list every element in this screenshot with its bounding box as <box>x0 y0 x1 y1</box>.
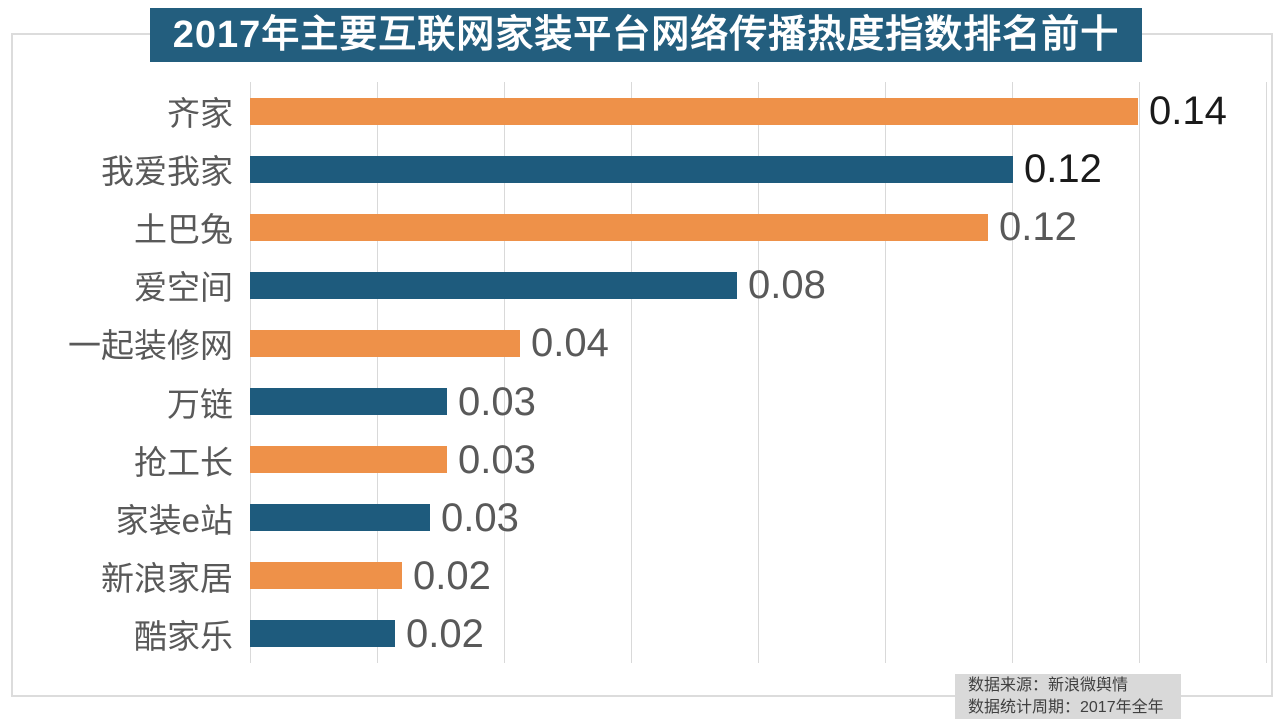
gridline <box>377 82 378 663</box>
bar <box>250 155 1013 183</box>
category-label: 抢工长 <box>134 443 233 481</box>
bar-row: 0.12 <box>250 198 1266 256</box>
bar-value-label: 0.03 <box>458 379 536 424</box>
bar <box>250 620 395 648</box>
chart-title: 2017年主要互联网家装平台网络传播热度指数排名前十 <box>150 8 1142 62</box>
category-label: 一起装修网 <box>68 327 233 365</box>
bar-row: 0.03 <box>250 373 1266 431</box>
chart-border <box>11 33 1273 697</box>
gridline <box>631 82 632 663</box>
gridline <box>504 82 505 663</box>
bar-row: 0.04 <box>250 314 1266 372</box>
gridline <box>250 82 251 663</box>
category-label: 万链 <box>167 385 233 423</box>
gridline <box>758 82 759 663</box>
category-label: 爱空间 <box>134 269 233 307</box>
bar-row: 0.02 <box>250 605 1266 663</box>
category-label: 齐家 <box>167 95 233 133</box>
bar <box>250 329 520 357</box>
bar <box>250 271 737 299</box>
bar-value-label: 0.02 <box>413 553 491 598</box>
data-period-line: 数据统计周期：2017年全年 <box>968 699 1164 716</box>
bar <box>250 562 402 590</box>
data-source-line: 数据来源：新浪微舆情 <box>968 677 1129 694</box>
bar-value-label: 0.12 <box>1024 147 1102 192</box>
bar-row: 0.14 <box>250 82 1266 140</box>
bar-value-label: 0.12 <box>999 205 1077 250</box>
gridline <box>885 82 886 663</box>
bar <box>250 213 988 241</box>
gridline <box>1266 82 1267 663</box>
bar <box>250 446 447 474</box>
gridline <box>1139 82 1140 663</box>
bar <box>250 388 447 416</box>
bar-row: 0.02 <box>250 547 1266 605</box>
plot-area: 0.14 0.12 0.12 0.08 0.04 0.03 0.03 0.03 0.02 0.02 <box>250 82 1267 663</box>
bar-value-label: 0.04 <box>531 321 609 366</box>
category-label: 我爱我家 <box>101 153 233 191</box>
category-label: 土巴兔 <box>134 211 233 249</box>
bar-value-label: 0.03 <box>458 437 536 482</box>
category-label: 家装e站 <box>115 501 233 539</box>
bar-row: 0.12 <box>250 140 1266 198</box>
bar-row: 0.03 <box>250 431 1266 489</box>
source-note: 数据来源：新浪微舆情 数据统计周期：2017年全年 <box>955 674 1181 719</box>
bar-value-label: 0.14 <box>1149 89 1227 134</box>
category-axis: 齐家我爱我家土巴兔爱空间一起装修网万链抢工长家装e站新浪家居酷家乐 <box>11 82 233 663</box>
bar-row: 0.03 <box>250 489 1266 547</box>
bar-row: 0.08 <box>250 256 1266 314</box>
bar-value-label: 0.03 <box>441 495 519 540</box>
category-label: 新浪家居 <box>101 559 233 597</box>
bar <box>250 504 430 532</box>
bar-value-label: 0.08 <box>748 263 826 308</box>
category-label: 酷家乐 <box>134 617 233 655</box>
bar-value-label: 0.02 <box>406 611 484 656</box>
gridline <box>1012 82 1013 663</box>
bar <box>250 97 1138 125</box>
